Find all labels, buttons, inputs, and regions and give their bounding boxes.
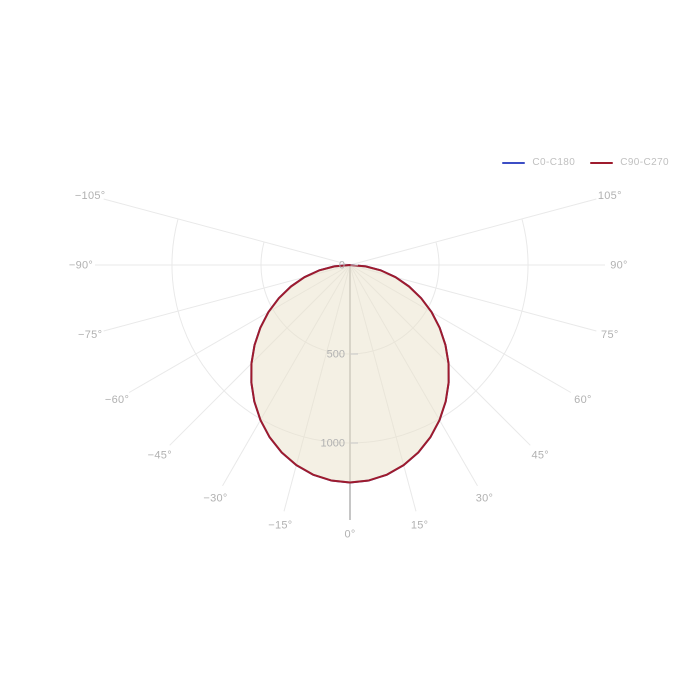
angle-tick-label: 0° [344,529,355,541]
chart-legend: C0-C180 C90-C270 [502,157,669,168]
legend-item-c0-c180[interactable]: C0-C180 [502,157,575,168]
angle-tick-label: −60° [105,394,129,406]
angle-tick-label: 75° [601,329,619,341]
angle-tick-label: −75° [78,329,102,341]
angle-tick-label: −90° [69,260,93,272]
radial-tick-label: 1000 [321,438,345,450]
angle-grid-ray [349,198,597,266]
angle-tick-label: 60° [574,394,592,406]
legend-line-icon [590,161,614,164]
angle-tick-label: 15° [411,519,429,531]
angle-tick-label: −30° [203,492,227,504]
legend-line-icon [502,161,526,164]
angle-tick-label: −45° [148,450,172,462]
angle-tick-label: 30° [476,492,494,504]
legend-label-c0-c180: C0-C180 [532,157,576,168]
radial-tick-label: 500 [327,349,345,361]
legend-label-c90-c270: C90-C270 [620,157,669,168]
angle-tick-label: 45° [531,450,549,462]
angle-tick-label: −15° [268,519,292,531]
angle-tick-label: 105° [598,190,622,202]
legend-item-c90-c270[interactable]: C90-C270 [590,157,669,168]
angle-tick-label: 90° [610,260,628,272]
curve-c90-c270 [250,264,450,484]
angle-grid-ray [103,198,351,266]
radial-tick-label: 0 [339,260,345,272]
angle-tick-label: −105° [75,190,106,202]
